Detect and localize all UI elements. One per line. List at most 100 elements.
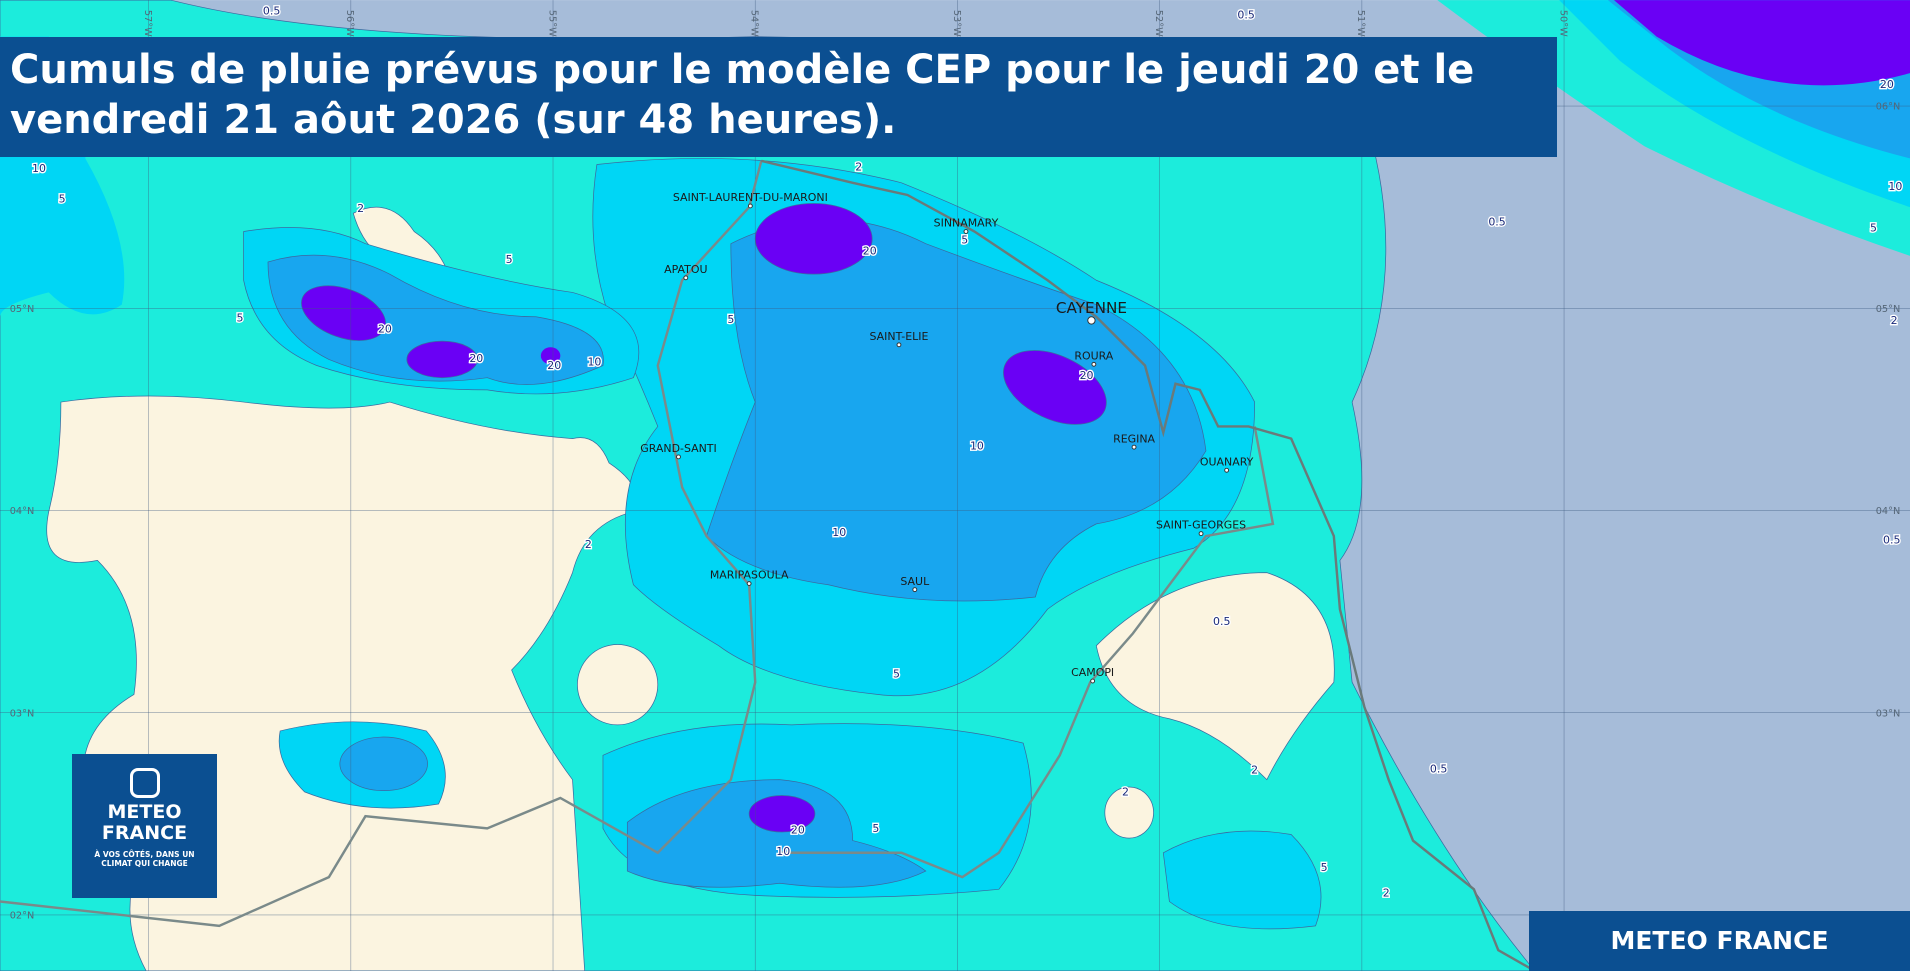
city-label: SAINT-LAURENT-DU-MARONI	[673, 191, 828, 204]
city-dot	[1131, 444, 1137, 450]
city-label: APATOU	[664, 263, 707, 276]
latitude-label: 06°N	[1876, 102, 1901, 113]
city-dot	[1087, 316, 1096, 325]
longitude-label: 55°W	[546, 10, 557, 37]
logo-tagline: À VOS CÔTÉS, DANS UN CLIMAT QUI CHANGE	[72, 850, 217, 868]
city-label: SINNAMARY	[934, 217, 999, 230]
city-dot	[683, 275, 689, 281]
city-label: GRAND-SANTI	[640, 442, 716, 455]
rain-20-plus	[1613, 0, 1910, 86]
longitude-label: 56°W	[344, 10, 355, 37]
city-dot	[912, 587, 918, 593]
contour-label: 0.5	[1237, 8, 1254, 21]
contour-label: 5	[893, 667, 900, 680]
border-west	[0, 160, 763, 928]
longitude-label: 54°W	[749, 10, 760, 37]
rain-20-plus	[1003, 350, 1107, 425]
city-dot	[746, 581, 752, 586]
contour-label: 5	[506, 253, 513, 266]
city-label: SAINT-ELIE	[870, 330, 929, 343]
latitude-label: 04°N	[1876, 506, 1901, 517]
contour-label: 10	[32, 162, 46, 175]
tagline-line: À VOS CÔTÉS, DANS UN	[94, 850, 195, 859]
city-dot	[1198, 531, 1204, 537]
rain-5-10	[1162, 830, 1322, 930]
city-label: SAUL	[900, 575, 930, 588]
rain-20-plus	[301, 285, 386, 341]
logo-icon	[129, 768, 160, 798]
rain-20-plus	[754, 203, 873, 275]
contour-label: 10	[970, 440, 984, 453]
rain-10-20	[706, 219, 1207, 602]
contour-label: 2	[585, 538, 592, 551]
rain-below-2	[1095, 572, 1335, 781]
rain-20-plus	[406, 340, 478, 379]
contour-label: 5	[872, 822, 879, 835]
labels: 06°N06°N05°N05°N04°N04°N03°N03°N02°N02°N…	[10, 3, 1904, 921]
rain-below-2	[577, 644, 659, 726]
contour-label: 0.5	[1430, 762, 1447, 775]
city-dot	[1224, 467, 1230, 473]
contour-label: 20	[863, 245, 877, 258]
contour-label: 10	[587, 356, 601, 369]
longitude-label: 52°W	[1153, 10, 1164, 37]
logo: METEO FRANCE À VOS CÔTÉS, DANS UN CLIMAT …	[72, 754, 217, 898]
contour-label: 20	[1880, 78, 1894, 91]
latitude-label: 03°N	[1876, 708, 1901, 719]
border-east	[779, 426, 1275, 879]
title: Cumuls de pluie prévus pour le modèle CE…	[0, 37, 1557, 157]
rain-20-plus	[540, 347, 561, 365]
contour-label: 5	[727, 313, 734, 326]
latitude-label: 05°N	[10, 304, 35, 315]
logo-name: FRANCE	[101, 822, 188, 844]
city-label: OUANARY	[1200, 455, 1254, 468]
contour-label: 5	[961, 234, 968, 247]
city-dot	[747, 203, 753, 209]
contour-label: 20	[378, 323, 392, 336]
longitude-label: 51°W	[1355, 10, 1366, 37]
city-label: SAINT-GEORGES	[1156, 519, 1246, 532]
longitude-label: 57°W	[142, 10, 153, 37]
rain-10-20	[267, 254, 604, 385]
contour-label: 2	[855, 161, 862, 174]
tagline-line: CLIMAT QUI CHANGE	[101, 859, 188, 868]
contour-label: 5	[236, 312, 243, 325]
contour-label: 20	[791, 823, 805, 836]
coastline	[761, 159, 1536, 971]
city-dot	[963, 229, 969, 234]
city-dot	[1091, 361, 1097, 367]
footer-brand: METEO FRANCE	[1529, 911, 1910, 971]
contour-label: 0.5	[1883, 533, 1900, 546]
city-label: ROURA	[1074, 349, 1113, 362]
contour-label: 5	[59, 192, 66, 205]
longitude-label: 50°W	[1557, 10, 1568, 37]
city-label: CAYENNE	[1056, 299, 1127, 317]
rain-20-plus	[748, 795, 816, 833]
longitude-label: 53°W	[951, 10, 962, 37]
contour-label: 0.5	[1213, 615, 1230, 628]
contour-label: 5	[1870, 222, 1877, 235]
city-label: MARIPASOULA	[710, 569, 789, 582]
contour-label: 10	[1888, 180, 1902, 193]
contour-label: 10	[776, 845, 790, 858]
contour-label: 20	[547, 359, 561, 372]
latitude-label: 05°N	[1876, 304, 1901, 315]
rain-10-20	[626, 779, 927, 888]
contour-label: 5	[1321, 861, 1328, 874]
contour-label: 2	[1251, 764, 1258, 777]
contour-label: 2	[1891, 314, 1898, 327]
contour-label: 2	[1122, 786, 1129, 799]
city-label: CAMOPI	[1071, 666, 1114, 679]
contour-label: 10	[832, 526, 846, 539]
contour-label: 2	[1383, 887, 1390, 900]
logo-name: METEO	[107, 801, 182, 823]
contour-label: 2	[357, 202, 364, 215]
latitude-label: 03°N	[10, 708, 35, 719]
rain-below-2	[1104, 786, 1154, 839]
rain-10-20	[339, 736, 428, 792]
city-dot	[1090, 678, 1096, 684]
latitude-label: 04°N	[10, 506, 35, 517]
city-dot	[676, 454, 681, 460]
city-label: REGINA	[1113, 432, 1155, 445]
